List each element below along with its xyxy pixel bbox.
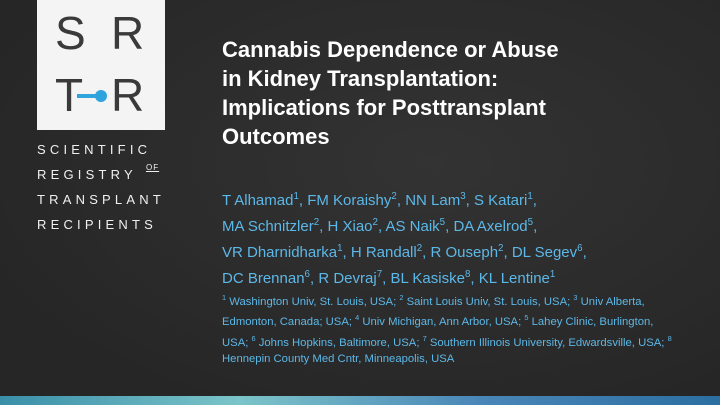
separator: , <box>319 218 324 235</box>
affiliation-number: 3 <box>573 293 578 302</box>
affiliation-text: Washington Univ, St. Louis, USA; <box>229 295 397 308</box>
affiliation-text: Southern Illinois University, Edwardsvil… <box>429 336 665 349</box>
author-name: AS Naik <box>385 218 440 235</box>
logo-word: RECIPIENTS <box>37 217 158 232</box>
logo-letter: S <box>55 7 86 59</box>
author-line: DC Brennan6, R Devraj7, BL Kasiske8, KL … <box>222 264 587 290</box>
title-line: in Kidney Transplantation: <box>222 66 499 91</box>
title-line: Cannabis Dependence or Abuse <box>222 37 559 62</box>
author-name: T Alhamad <box>222 192 294 209</box>
author-affiliation: 1 <box>527 191 533 202</box>
author-line: T Alhamad1, FM Koraishy2, NN Lam3, S Kat… <box>222 186 587 212</box>
separator: , <box>470 270 475 287</box>
affiliation-text: Saint Louis Univ, St. Louis, USA; <box>406 295 571 308</box>
bottom-strip <box>0 396 720 405</box>
affiliation-text: Univ Michigan, Ann Arbor, USA; <box>362 316 522 329</box>
separator: , <box>377 218 383 235</box>
affiliation-number: 4 <box>355 313 360 323</box>
separator: , <box>382 270 387 287</box>
author-line: VR Dharnidharka1, H Randall2, R Ouseph2,… <box>222 238 587 264</box>
author-affiliation: 5 <box>527 217 534 228</box>
author-affiliation: 1 <box>337 243 343 254</box>
logo-line <box>77 94 101 98</box>
affiliation-number: 7 <box>422 333 427 343</box>
author-name: NN Lam <box>405 192 461 209</box>
author-affiliation: 1 <box>549 269 556 280</box>
affiliation-number: 5 <box>524 313 529 323</box>
logo: S R T R <box>37 0 165 130</box>
author-affiliation: 2 <box>372 217 378 228</box>
separator: , <box>503 244 508 261</box>
title: Cannabis Dependence or Abuse in Kidney Tr… <box>222 35 559 151</box>
author-name: S Katari <box>473 192 528 209</box>
affiliation-text: Johns Hopkins, Baltimore, USA; <box>258 336 420 349</box>
separator: , <box>309 270 315 287</box>
affiliation-number: 6 <box>251 333 256 343</box>
logo-letter: R <box>111 69 145 121</box>
author-affiliation: 3 <box>460 191 466 202</box>
author-affiliation: 2 <box>416 243 423 254</box>
separator: , <box>342 244 347 261</box>
separator: , <box>533 218 538 235</box>
author-affiliation: 2 <box>391 191 397 202</box>
author-name: DC Brennan <box>222 270 305 287</box>
authors: T Alhamad1, FM Koraishy2, NN Lam3, S Kat… <box>222 186 587 290</box>
author-affiliation: 2 <box>498 243 504 254</box>
separator: , <box>465 192 470 209</box>
author-name: DA Axelrod <box>453 218 528 235</box>
author-affiliation: 7 <box>376 269 383 280</box>
separator: , <box>582 244 587 261</box>
title-line: Outcomes <box>222 124 330 149</box>
separator: , <box>422 244 427 261</box>
logo-word-small: OF <box>146 163 160 172</box>
logo-word: SCIENTIFIC <box>37 142 152 157</box>
affiliation-text: Hennepin County Med Cntr, Minneapolis, U… <box>222 352 455 365</box>
author-affiliation: 1 <box>293 191 299 202</box>
affiliation-text: Univ Alberta, Edmonton, Canada; USA; <box>222 295 645 329</box>
logo-word: REGISTRY <box>37 167 137 182</box>
author-name: DL Segev <box>511 244 578 261</box>
affiliations: 1 Washington Univ, St. Louis, USA; 2 Sai… <box>222 290 682 367</box>
author-line: MA Schnitzler2, H Xiao2, AS Naik5, DA Ax… <box>222 212 587 238</box>
author-name: R Ouseph <box>430 244 499 261</box>
author-name: BL Kasiske <box>390 270 465 287</box>
author-name: H Xiao <box>327 218 373 235</box>
separator: , <box>445 218 450 235</box>
author-name: MA Schnitzler <box>222 218 314 235</box>
logo-letter: R <box>111 7 145 59</box>
author-name: R Devraj <box>318 270 377 287</box>
author-name: KL Lentine <box>478 270 550 287</box>
affiliation-number: 1 <box>222 293 227 302</box>
separator: , <box>532 192 537 209</box>
author-name: FM Koraishy <box>307 192 392 209</box>
affiliation-text: Lahey Clinic, Burlington, USA; <box>222 316 654 349</box>
author-affiliation: 6 <box>304 269 310 280</box>
author-affiliation: 6 <box>577 243 583 254</box>
logo-dot <box>95 90 107 102</box>
author-affiliation: 2 <box>313 217 320 228</box>
author-name: H Randall <box>350 244 417 261</box>
separator: , <box>396 192 402 209</box>
title-line: Implications for Posttransplant <box>222 95 546 120</box>
separator: , <box>298 192 304 209</box>
author-name: VR Dharnidharka <box>222 244 338 261</box>
affiliation-number: 2 <box>399 293 404 302</box>
author-affiliation: 8 <box>464 269 471 280</box>
affiliation-number: 8 <box>667 333 672 343</box>
author-affiliation: 5 <box>439 217 446 228</box>
logo-word: TRANSPLANT <box>37 192 165 207</box>
